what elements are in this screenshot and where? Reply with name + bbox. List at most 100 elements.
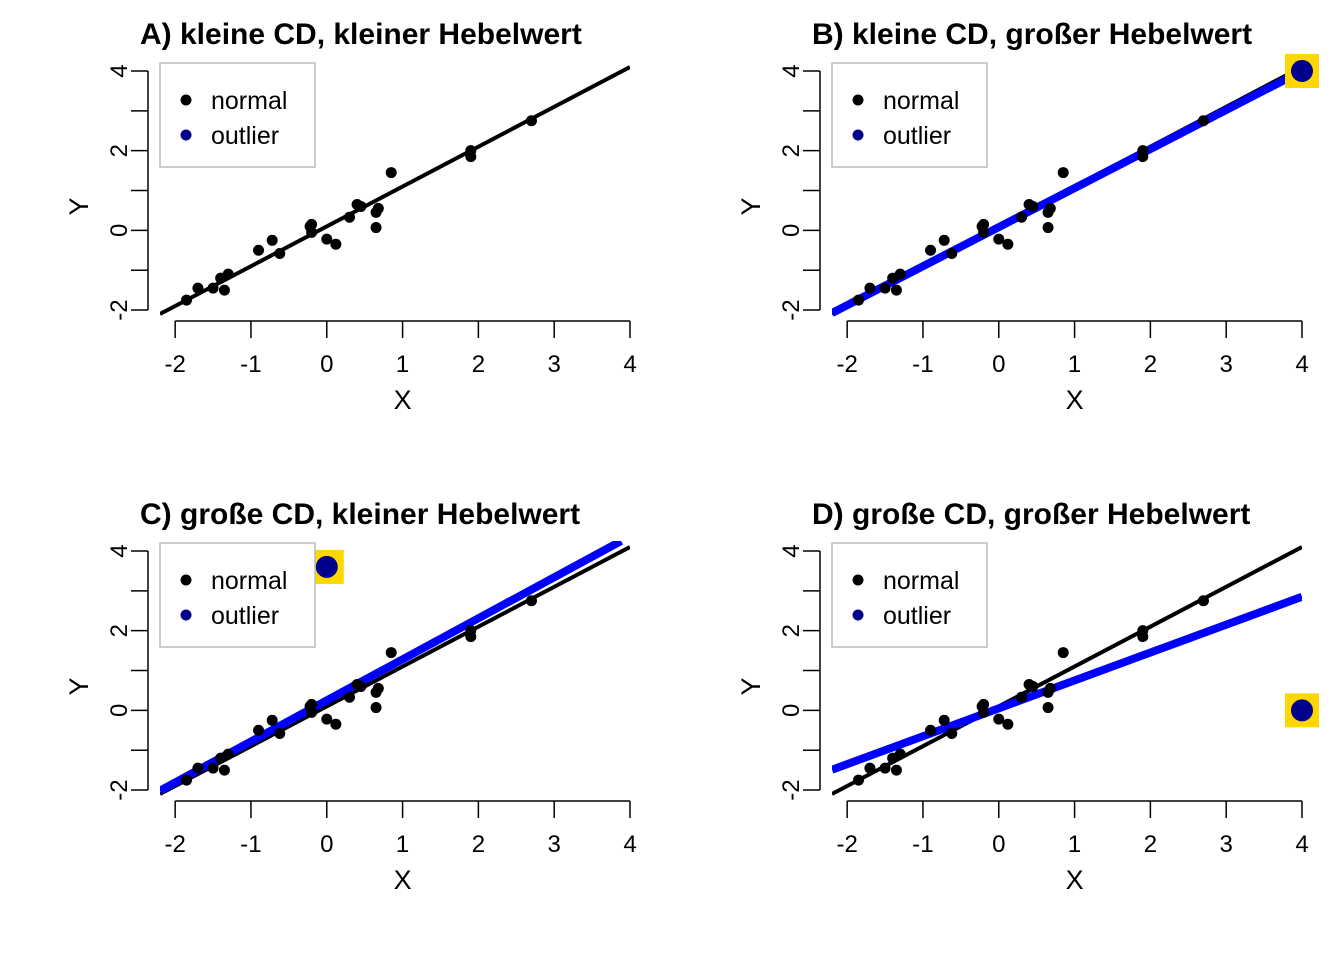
x-tick-label: 3 bbox=[548, 831, 561, 858]
x-tick-label: 0 bbox=[992, 831, 1005, 858]
data-point bbox=[181, 774, 193, 786]
data-point bbox=[330, 238, 342, 250]
y-tick-label: 0 bbox=[778, 704, 805, 717]
legend-marker-normal bbox=[852, 574, 864, 586]
data-point bbox=[465, 145, 477, 157]
y-axis-label: Y bbox=[736, 197, 766, 215]
data-point bbox=[372, 202, 384, 214]
data-point bbox=[207, 762, 219, 774]
data-point bbox=[1002, 718, 1014, 730]
chart-panel-c: C) große CD, kleiner Hebelwert -2 -1 0 1 2 3 4 X… bbox=[64, 498, 637, 895]
data-point bbox=[1057, 167, 1069, 179]
fit-line-with-outlier bbox=[160, 541, 624, 795]
data-point bbox=[370, 222, 382, 234]
chart-title: C) große CD, kleiner Hebelwert bbox=[140, 498, 580, 531]
data-point bbox=[978, 226, 990, 238]
legend-marker-normal bbox=[180, 94, 192, 106]
x-tick-label: 4 bbox=[1295, 351, 1308, 378]
data-point bbox=[1027, 200, 1039, 212]
legend-marker-normal bbox=[852, 94, 864, 106]
data-point bbox=[879, 282, 891, 294]
x-tick-label: 1 bbox=[396, 831, 409, 858]
legend-label-outlier: outlier bbox=[211, 122, 279, 150]
fit-line-normal bbox=[832, 545, 1302, 796]
legend-label-outlier: outlier bbox=[883, 122, 951, 150]
data-point bbox=[1016, 211, 1028, 223]
chart-title: A) kleine CD, kleiner Hebelwert bbox=[140, 18, 582, 51]
legend-marker-outlier bbox=[852, 129, 864, 141]
data-point bbox=[925, 724, 937, 736]
y-axis-label: Y bbox=[736, 677, 766, 695]
data-point bbox=[306, 706, 318, 718]
x-tick-label: 4 bbox=[1295, 831, 1308, 858]
data-point bbox=[853, 774, 865, 786]
x-axis-label: X bbox=[394, 385, 412, 415]
x-tick-label: 2 bbox=[472, 351, 485, 378]
data-point bbox=[1027, 680, 1039, 692]
data-point bbox=[306, 698, 318, 710]
data-point bbox=[306, 226, 318, 238]
data-point bbox=[1002, 238, 1014, 250]
data-point bbox=[946, 247, 958, 259]
plot-area bbox=[160, 541, 630, 796]
y-tick-label: -2 bbox=[106, 299, 133, 320]
legend-label-outlier: outlier bbox=[211, 602, 279, 630]
data-point bbox=[321, 233, 333, 245]
chart-title: D) große CD, großer Hebelwert bbox=[812, 498, 1250, 531]
x-tick-label: 0 bbox=[320, 831, 333, 858]
data-point bbox=[385, 647, 397, 659]
data-point bbox=[222, 748, 234, 760]
data-point bbox=[253, 724, 265, 736]
x-tick-label: -2 bbox=[836, 351, 857, 378]
outlier-point bbox=[1291, 699, 1313, 722]
fit-line-normal bbox=[160, 545, 630, 796]
data-point bbox=[344, 691, 356, 703]
data-point bbox=[1042, 222, 1054, 234]
data-point bbox=[274, 727, 286, 739]
legend: normal outlier bbox=[159, 542, 316, 648]
data-point bbox=[993, 713, 1005, 725]
data-point bbox=[1044, 682, 1056, 694]
y-axis-label: Y bbox=[64, 677, 94, 695]
data-point bbox=[946, 727, 958, 739]
data-point bbox=[372, 682, 384, 694]
chart-title: B) kleine CD, großer Hebelwert bbox=[812, 18, 1252, 51]
data-point bbox=[306, 218, 318, 230]
y-tick-label: 0 bbox=[778, 224, 805, 237]
data-point bbox=[370, 702, 382, 714]
legend-box bbox=[831, 62, 988, 168]
chart-panel-b: B) kleine CD, großer Hebelwert -2 -1 0 1 2 3 4 X… bbox=[736, 18, 1319, 415]
data-point bbox=[344, 211, 356, 223]
data-point bbox=[525, 115, 537, 127]
data-point bbox=[321, 713, 333, 725]
x-tick-label: 0 bbox=[992, 351, 1005, 378]
legend-marker-normal bbox=[180, 574, 192, 586]
legend-label-normal: normal bbox=[883, 567, 959, 595]
plot-area bbox=[832, 545, 1302, 796]
data-point bbox=[218, 284, 230, 296]
y-tick-label: 0 bbox=[106, 704, 133, 717]
data-point bbox=[938, 234, 950, 246]
fit-line-with-outlier bbox=[832, 67, 1302, 317]
x-tick-label: 2 bbox=[1144, 351, 1157, 378]
data-point bbox=[894, 748, 906, 760]
legend-marker-outlier bbox=[852, 609, 864, 621]
data-point bbox=[330, 718, 342, 730]
y-tick-label: 2 bbox=[106, 624, 133, 637]
y-tick-label: -2 bbox=[778, 299, 805, 320]
x-tick-label: -1 bbox=[912, 351, 933, 378]
x-tick-label: 1 bbox=[1068, 351, 1081, 378]
x-axis-label: X bbox=[1066, 865, 1084, 895]
legend-box bbox=[831, 542, 988, 648]
data-point bbox=[525, 595, 537, 607]
y-tick-label: 0 bbox=[106, 224, 133, 237]
data-point bbox=[465, 625, 477, 637]
x-tick-label: 4 bbox=[623, 351, 636, 378]
chart-panel-d: D) große CD, großer Hebelwert -2 -1 0 1 2 3 4 X -… bbox=[736, 498, 1319, 895]
data-point bbox=[864, 762, 876, 774]
data-point bbox=[853, 294, 865, 306]
data-point bbox=[890, 284, 902, 296]
x-tick-label: 1 bbox=[1068, 831, 1081, 858]
x-tick-label: -2 bbox=[164, 831, 185, 858]
